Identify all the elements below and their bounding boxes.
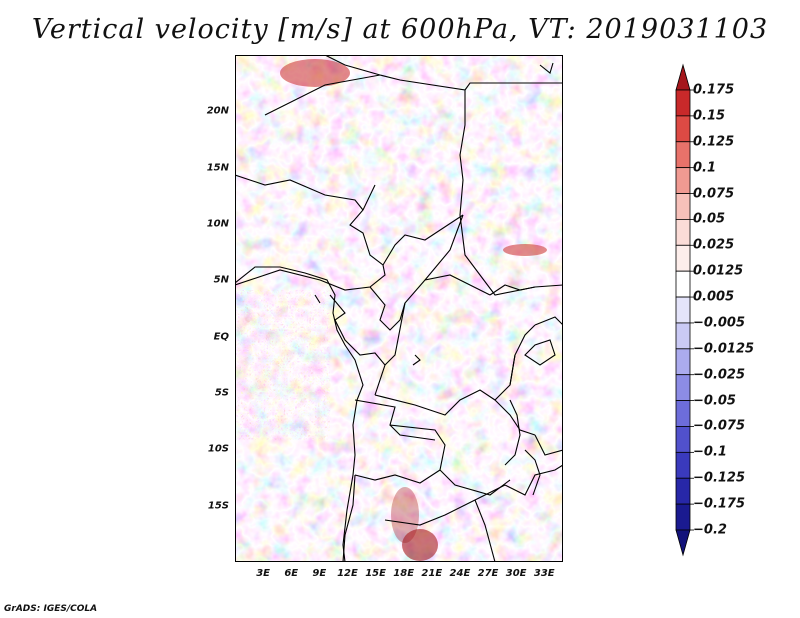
ocean-speckle-field bbox=[235, 290, 330, 440]
lat-tick-label: 15N bbox=[206, 162, 229, 174]
map-title: Vertical velocity [m/s] at 600hPa, VT: 2… bbox=[31, 14, 769, 45]
lon-tick-label: 30E bbox=[505, 568, 527, 579]
updraft-patch-north bbox=[280, 59, 350, 87]
colorbar-label: −0.1 bbox=[693, 444, 727, 460]
lon-tick-label: 27E bbox=[477, 568, 499, 579]
lat-tick-label: 5S bbox=[214, 387, 229, 399]
updraft-patch-east bbox=[503, 244, 547, 256]
lon-tick-label: 24E bbox=[449, 568, 471, 579]
colorbar-swatch bbox=[675, 89, 691, 117]
colorbar-label: −0.175 bbox=[693, 496, 746, 512]
colorbar-swatch bbox=[675, 348, 691, 376]
lon-tick-label: 18E bbox=[393, 568, 415, 579]
map-border bbox=[235, 55, 563, 562]
lat-tick-label: 10S bbox=[207, 443, 229, 455]
lon-tick-label: 9E bbox=[312, 568, 327, 579]
colorbar-swatch bbox=[675, 296, 691, 324]
colorbar-swatch bbox=[675, 400, 691, 427]
colorbar-label: 0.1 bbox=[693, 160, 717, 176]
grads-credit: GrADS: IGES/COLA bbox=[4, 604, 98, 614]
colorbar-label: 0.125 bbox=[693, 134, 735, 150]
colorbar bbox=[675, 63, 694, 557]
map-plot-area bbox=[235, 55, 563, 562]
colorbar-top-arrow bbox=[675, 63, 691, 91]
coastlines-and-lakes bbox=[235, 62, 556, 562]
colorbar-label: 0.075 bbox=[693, 186, 735, 202]
colorbar-label: −0.125 bbox=[693, 470, 746, 486]
lon-tick-label: 33E bbox=[533, 568, 555, 579]
colorbar-swatch bbox=[675, 244, 691, 272]
colorbar-swatch bbox=[675, 503, 691, 531]
lat-tick-label: 5N bbox=[213, 274, 229, 286]
colorbar-swatch bbox=[675, 374, 691, 401]
lon-tick-label: 21E bbox=[421, 568, 443, 579]
colorbar-swatch bbox=[675, 193, 691, 220]
colorbar-label: −0.025 bbox=[693, 367, 746, 383]
country-boundaries bbox=[235, 55, 563, 562]
colorbar-label: −0.05 bbox=[693, 393, 736, 409]
colorbar-label: −0.0125 bbox=[693, 341, 755, 357]
lat-tick-label: 10N bbox=[206, 218, 229, 230]
lat-tick-label: 20N bbox=[206, 105, 229, 117]
lon-tick-label: 12E bbox=[337, 568, 358, 579]
lon-tick-label: 6E bbox=[284, 568, 299, 579]
colorbar-label: 0.175 bbox=[693, 82, 735, 98]
descent-patch-south bbox=[391, 487, 419, 543]
colorbar-bottom-arrow bbox=[675, 529, 691, 557]
colorbar-swatch bbox=[675, 322, 691, 350]
colorbar-label: 0.0125 bbox=[693, 263, 744, 279]
colorbar-label: −0.075 bbox=[693, 418, 746, 434]
colorbar-swatch bbox=[675, 451, 691, 479]
colorbar-label: 0.15 bbox=[693, 108, 726, 124]
colorbar-swatch bbox=[675, 167, 691, 194]
colorbar-swatch bbox=[675, 115, 691, 143]
colorbar-label: 0.05 bbox=[693, 211, 726, 227]
lon-tick-label: 3E bbox=[256, 568, 271, 579]
colorbar-swatch bbox=[675, 477, 691, 505]
colorbar-label: −0.005 bbox=[693, 315, 746, 331]
lat-tick-label: 15S bbox=[207, 500, 229, 512]
updraft-patch-south bbox=[402, 529, 438, 561]
colorbar-swatch bbox=[675, 426, 691, 453]
colorbar-label: −0.2 bbox=[693, 522, 727, 538]
colorbar-label: 0.025 bbox=[693, 237, 735, 253]
lat-tick-label: EQ bbox=[213, 331, 229, 343]
colorbar-swatch bbox=[675, 141, 691, 169]
colorbar-swatch bbox=[675, 219, 691, 246]
colorbar-label: 0.005 bbox=[693, 289, 735, 305]
lon-tick-label: 15E bbox=[365, 568, 386, 579]
colorbar-swatch bbox=[675, 270, 691, 298]
